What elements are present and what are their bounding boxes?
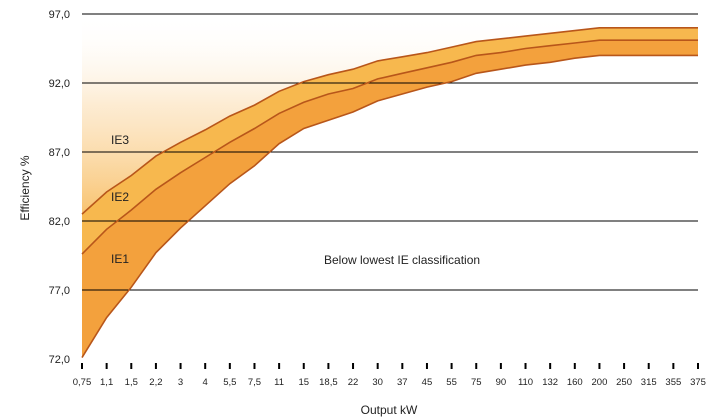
series-label-ie1: IE1 <box>111 252 129 266</box>
x-axis-title: Output kW <box>361 403 418 417</box>
curve-ie2 <box>81 39 698 255</box>
y-tick-label: 92,0 <box>49 78 70 90</box>
ie1-band <box>82 40 698 358</box>
y-tick-label: 77,0 <box>49 285 70 297</box>
y-tick-label: 72,0 <box>49 354 70 366</box>
below-classification-annotation: Below lowest IE classification <box>324 253 480 267</box>
y-tick-label: 82,0 <box>49 216 70 228</box>
x-tick-label: 1,1 <box>100 377 113 388</box>
efficiency-bands <box>82 14 698 358</box>
x-tick-label: 55 <box>446 377 457 388</box>
x-tick-label: 15 <box>298 377 309 388</box>
x-tick-label: 37 <box>397 377 408 388</box>
x-tick-label: 132 <box>542 377 558 388</box>
x-tick-label: 90 <box>496 377 507 388</box>
y-axis-title: Efficiency % <box>18 155 32 220</box>
x-tick-label: 200 <box>592 377 608 388</box>
ie3-band <box>82 27 698 255</box>
efficiency-curves <box>81 27 698 359</box>
x-tick-label: 355 <box>665 377 681 388</box>
x-tick-label: 22 <box>348 377 359 388</box>
curve-ie1 <box>81 54 698 359</box>
gridlines <box>82 13 698 291</box>
x-tick-label: 30 <box>372 377 383 388</box>
x-tick-label: 5,5 <box>223 377 236 388</box>
above-ie3-region <box>82 14 698 215</box>
x-tick-label: 315 <box>641 377 657 388</box>
series-label-ie2: IE2 <box>111 190 129 204</box>
x-tick-label: 0,75 <box>73 377 92 388</box>
y-tick-label: 97,0 <box>49 9 70 21</box>
y-tick-label: 87,0 <box>49 147 70 159</box>
curve-ie3 <box>81 27 698 215</box>
x-tick-label: 75 <box>471 377 482 388</box>
series-label-ie3: IE3 <box>111 133 129 147</box>
x-tick-label: 2,2 <box>149 377 162 388</box>
x-tick-label: 18,5 <box>319 377 338 388</box>
x-tick-label: 4 <box>203 377 208 388</box>
x-tick-label: 250 <box>616 377 632 388</box>
x-axis-ticks: 0,75 1,1 1,5 2,2 3 4 5,5 7,5 11 15 18,5 22 30 37 45 55 7… <box>73 363 706 388</box>
x-tick-label: 3 <box>178 377 183 388</box>
x-tick-label: 11 <box>274 377 284 388</box>
x-tick-label: 110 <box>518 377 533 388</box>
x-tick-label: 45 <box>422 377 433 388</box>
x-tick-label: 375 <box>690 377 706 388</box>
x-tick-label: 160 <box>567 377 583 388</box>
x-tick-label: 7,5 <box>248 377 261 388</box>
x-tick-label: 1,5 <box>125 377 138 388</box>
y-axis-ticks: 72,0 77,0 82,0 87,0 92,0 97,0 <box>49 9 70 366</box>
